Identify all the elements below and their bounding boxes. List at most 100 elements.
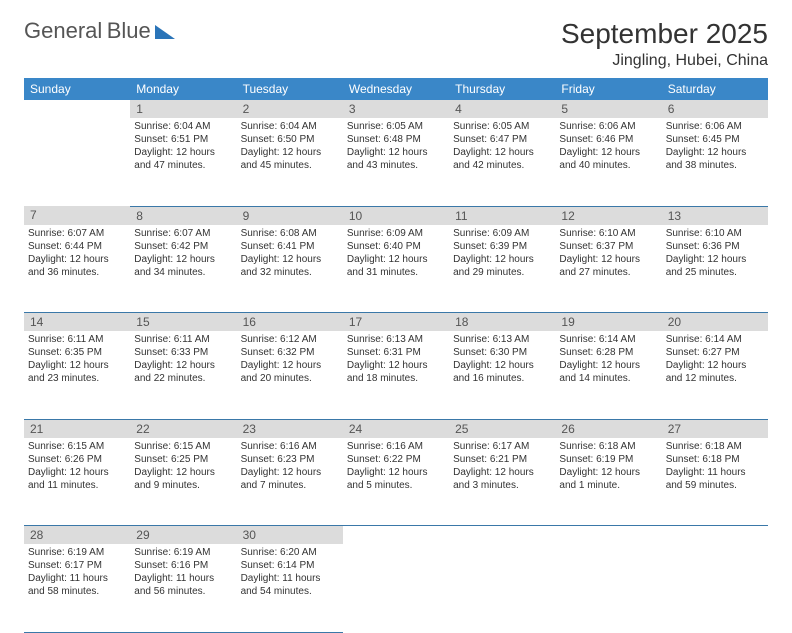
daylight-line: Daylight: 12 hours and 25 minutes.: [666, 253, 764, 279]
day-number-cell: 8: [130, 206, 236, 225]
day-number-cell: 28: [24, 526, 130, 545]
daylight-line: Daylight: 11 hours and 56 minutes.: [134, 572, 232, 598]
sunset-line: Sunset: 6:32 PM: [241, 346, 339, 359]
day-detail-cell: Sunrise: 6:13 AMSunset: 6:30 PMDaylight:…: [449, 331, 555, 419]
day-number-cell: 16: [237, 313, 343, 332]
sunrise-line: Sunrise: 6:11 AM: [134, 333, 232, 346]
sunrise-line: Sunrise: 6:17 AM: [453, 440, 551, 453]
daylight-line: Daylight: 12 hours and 47 minutes.: [134, 146, 232, 172]
sunrise-line: Sunrise: 6:10 AM: [559, 227, 657, 240]
sunset-line: Sunset: 6:39 PM: [453, 240, 551, 253]
sunrise-line: Sunrise: 6:04 AM: [241, 120, 339, 133]
daylight-line: Daylight: 12 hours and 9 minutes.: [134, 466, 232, 492]
sunrise-line: Sunrise: 6:19 AM: [28, 546, 126, 559]
sunset-line: Sunset: 6:33 PM: [134, 346, 232, 359]
daylight-line: Daylight: 12 hours and 11 minutes.: [28, 466, 126, 492]
sunrise-line: Sunrise: 6:09 AM: [347, 227, 445, 240]
day-detail-cell: Sunrise: 6:11 AMSunset: 6:35 PMDaylight:…: [24, 331, 130, 419]
day-number-cell: 18: [449, 313, 555, 332]
sunset-line: Sunset: 6:51 PM: [134, 133, 232, 146]
day-detail-cell: Sunrise: 6:12 AMSunset: 6:32 PMDaylight:…: [237, 331, 343, 419]
sunset-line: Sunset: 6:41 PM: [241, 240, 339, 253]
day-detail-cell: Sunrise: 6:04 AMSunset: 6:51 PMDaylight:…: [130, 118, 236, 206]
sunrise-line: Sunrise: 6:10 AM: [666, 227, 764, 240]
sunset-line: Sunset: 6:36 PM: [666, 240, 764, 253]
day-number-cell: 6: [662, 100, 768, 118]
day-detail-cell: [24, 118, 130, 206]
sunrise-line: Sunrise: 6:04 AM: [134, 120, 232, 133]
calendar-table: SundayMondayTuesdayWednesdayThursdayFrid…: [24, 78, 768, 633]
daylight-line: Daylight: 12 hours and 18 minutes.: [347, 359, 445, 385]
day-number-cell: 19: [555, 313, 661, 332]
day-number-cell: [24, 100, 130, 118]
daylight-line: Daylight: 12 hours and 42 minutes.: [453, 146, 551, 172]
sunrise-line: Sunrise: 6:14 AM: [559, 333, 657, 346]
sunrise-line: Sunrise: 6:18 AM: [559, 440, 657, 453]
weekday-header: Friday: [555, 78, 661, 100]
daylight-line: Daylight: 12 hours and 29 minutes.: [453, 253, 551, 279]
day-number-cell: 11: [449, 206, 555, 225]
sunset-line: Sunset: 6:47 PM: [453, 133, 551, 146]
day-detail-cell: Sunrise: 6:04 AMSunset: 6:50 PMDaylight:…: [237, 118, 343, 206]
day-number-cell: 30: [237, 526, 343, 545]
sunset-line: Sunset: 6:28 PM: [559, 346, 657, 359]
day-number-cell: 12: [555, 206, 661, 225]
weekday-header: Thursday: [449, 78, 555, 100]
sunset-line: Sunset: 6:22 PM: [347, 453, 445, 466]
day-detail-cell: Sunrise: 6:19 AMSunset: 6:16 PMDaylight:…: [130, 544, 236, 632]
day-number-cell: [343, 526, 449, 545]
daylight-line: Daylight: 12 hours and 31 minutes.: [347, 253, 445, 279]
location-label: Jingling, Hubei, China: [561, 52, 768, 70]
day-detail-cell: Sunrise: 6:05 AMSunset: 6:48 PMDaylight:…: [343, 118, 449, 206]
weekday-header: Tuesday: [237, 78, 343, 100]
sunrise-line: Sunrise: 6:16 AM: [241, 440, 339, 453]
sunset-line: Sunset: 6:26 PM: [28, 453, 126, 466]
day-detail-cell: Sunrise: 6:10 AMSunset: 6:36 PMDaylight:…: [662, 225, 768, 313]
sunset-line: Sunset: 6:21 PM: [453, 453, 551, 466]
month-title: September 2025: [561, 18, 768, 50]
sunset-line: Sunset: 6:27 PM: [666, 346, 764, 359]
daylight-line: Daylight: 11 hours and 54 minutes.: [241, 572, 339, 598]
day-detail-cell: Sunrise: 6:15 AMSunset: 6:26 PMDaylight:…: [24, 438, 130, 526]
day-number-cell: 15: [130, 313, 236, 332]
daylight-line: Daylight: 12 hours and 43 minutes.: [347, 146, 445, 172]
daylight-line: Daylight: 12 hours and 45 minutes.: [241, 146, 339, 172]
day-number-cell: 23: [237, 419, 343, 438]
day-detail-cell: Sunrise: 6:13 AMSunset: 6:31 PMDaylight:…: [343, 331, 449, 419]
sunrise-line: Sunrise: 6:18 AM: [666, 440, 764, 453]
day-detail-cell: Sunrise: 6:14 AMSunset: 6:28 PMDaylight:…: [555, 331, 661, 419]
day-number-cell: 27: [662, 419, 768, 438]
day-number-row: 123456: [24, 100, 768, 118]
day-detail-cell: Sunrise: 6:20 AMSunset: 6:14 PMDaylight:…: [237, 544, 343, 632]
day-number-cell: 20: [662, 313, 768, 332]
brand-logo: General Blue: [24, 18, 175, 44]
day-detail-cell: Sunrise: 6:09 AMSunset: 6:39 PMDaylight:…: [449, 225, 555, 313]
day-number-cell: 17: [343, 313, 449, 332]
header: General Blue September 2025 Jingling, Hu…: [24, 18, 768, 70]
day-detail-cell: Sunrise: 6:16 AMSunset: 6:23 PMDaylight:…: [237, 438, 343, 526]
sunrise-line: Sunrise: 6:09 AM: [453, 227, 551, 240]
day-number-cell: [449, 526, 555, 545]
daylight-line: Daylight: 12 hours and 34 minutes.: [134, 253, 232, 279]
day-detail-cell: Sunrise: 6:10 AMSunset: 6:37 PMDaylight:…: [555, 225, 661, 313]
day-detail-row: Sunrise: 6:15 AMSunset: 6:26 PMDaylight:…: [24, 438, 768, 526]
day-number-cell: 5: [555, 100, 661, 118]
day-number-cell: 2: [237, 100, 343, 118]
daylight-line: Daylight: 12 hours and 7 minutes.: [241, 466, 339, 492]
sunset-line: Sunset: 6:50 PM: [241, 133, 339, 146]
day-number-cell: 21: [24, 419, 130, 438]
day-detail-cell: Sunrise: 6:18 AMSunset: 6:18 PMDaylight:…: [662, 438, 768, 526]
day-detail-cell: Sunrise: 6:11 AMSunset: 6:33 PMDaylight:…: [130, 331, 236, 419]
day-detail-cell: Sunrise: 6:07 AMSunset: 6:44 PMDaylight:…: [24, 225, 130, 313]
sunrise-line: Sunrise: 6:07 AM: [28, 227, 126, 240]
sunset-line: Sunset: 6:45 PM: [666, 133, 764, 146]
sunset-line: Sunset: 6:17 PM: [28, 559, 126, 572]
brand-name-bottom: Blue: [107, 18, 151, 43]
day-number-cell: 10: [343, 206, 449, 225]
day-detail-cell: Sunrise: 6:08 AMSunset: 6:41 PMDaylight:…: [237, 225, 343, 313]
sunrise-line: Sunrise: 6:15 AM: [134, 440, 232, 453]
sunset-line: Sunset: 6:35 PM: [28, 346, 126, 359]
daylight-line: Daylight: 12 hours and 27 minutes.: [559, 253, 657, 279]
sunset-line: Sunset: 6:42 PM: [134, 240, 232, 253]
day-number-cell: 26: [555, 419, 661, 438]
